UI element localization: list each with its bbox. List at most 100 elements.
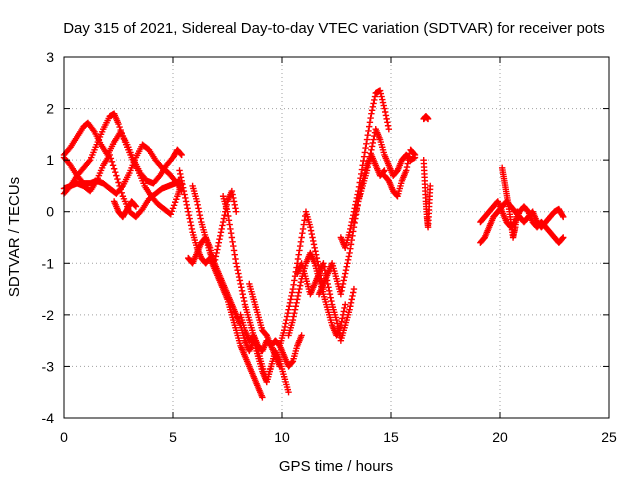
data-point (350, 218, 358, 226)
data-point (325, 284, 332, 291)
data-point (178, 177, 185, 184)
data-point (182, 198, 190, 205)
data-point (170, 202, 178, 209)
x-axis-label: GPS time / hours (279, 458, 393, 475)
data-point (350, 285, 358, 293)
data-point (237, 280, 244, 288)
data-point (310, 237, 317, 245)
data-point (299, 230, 306, 237)
data-point (115, 179, 122, 186)
data-point (236, 277, 244, 284)
data-point (290, 313, 297, 320)
data-point (337, 291, 345, 298)
data-point (225, 212, 232, 220)
data-point (364, 132, 371, 139)
data-point (424, 115, 432, 123)
data-point (196, 211, 204, 219)
data-point (358, 170, 365, 178)
data-point (362, 144, 369, 152)
data-point (230, 247, 238, 254)
data-point (411, 151, 419, 159)
data-point (367, 150, 374, 157)
data-point (132, 202, 139, 209)
data-point (188, 225, 196, 233)
data-point (228, 187, 236, 195)
data-point (195, 205, 202, 212)
data-point (340, 308, 347, 315)
data-point (308, 230, 315, 238)
data-point (179, 181, 186, 188)
data-point (403, 167, 410, 174)
x-tick-label: 10 (274, 429, 290, 445)
data-point (114, 175, 121, 183)
data-point (354, 201, 361, 209)
data-point (229, 191, 236, 198)
data-point (212, 253, 220, 260)
data-point (234, 266, 241, 274)
data-point (211, 260, 218, 267)
data-point (309, 234, 316, 241)
data-point (366, 123, 373, 130)
data-point (342, 270, 349, 277)
y-tick-label: 1 (46, 152, 54, 168)
data-point (118, 129, 125, 137)
data-point (176, 167, 183, 174)
data-point (107, 155, 115, 162)
data-point (117, 186, 124, 193)
data-point (307, 227, 315, 234)
data-point (296, 247, 303, 254)
data-point (230, 194, 237, 202)
x-tick-label: 15 (383, 429, 399, 445)
data-point (383, 115, 390, 123)
data-point (184, 205, 191, 212)
data-point (344, 260, 351, 267)
data-point (197, 215, 204, 222)
data-point (347, 241, 355, 248)
data-point (85, 158, 93, 165)
data-point (219, 218, 227, 226)
data-point (307, 223, 314, 231)
data-point (167, 211, 175, 218)
data-point (300, 221, 307, 228)
data-point (221, 211, 228, 219)
data-point (186, 215, 193, 222)
data-point (346, 249, 353, 257)
data-point (326, 287, 333, 294)
data-point (560, 234, 567, 241)
data-point (116, 182, 123, 190)
data-point (214, 242, 222, 250)
data-point (294, 296, 301, 303)
data-point (214, 246, 221, 253)
data-point (227, 225, 234, 233)
data-point (380, 102, 387, 109)
data-point (296, 285, 303, 293)
data-point (228, 234, 236, 241)
data-point (367, 114, 374, 122)
data-point (180, 187, 188, 195)
data-point (320, 260, 327, 267)
data-point (371, 96, 378, 104)
data-point (233, 260, 240, 267)
data-point (348, 296, 355, 303)
data-point (287, 296, 294, 303)
data-point (216, 236, 223, 243)
data-point (296, 282, 304, 289)
data-point (286, 299, 294, 307)
data-point (187, 222, 195, 229)
data-point (380, 168, 387, 175)
data-point (294, 292, 302, 300)
data-point (224, 208, 231, 215)
data-point (231, 201, 238, 209)
y-axis-label: SDTVAR / TECUs (6, 177, 23, 297)
data-point (385, 126, 393, 133)
data-point (259, 394, 266, 401)
y-tick-label: 3 (46, 49, 54, 65)
data-point (365, 160, 372, 167)
data-point (345, 253, 353, 260)
data-point (290, 281, 297, 288)
data-point (106, 151, 113, 159)
data-point (177, 150, 185, 158)
data-point (182, 194, 189, 202)
data-point (219, 222, 226, 229)
data-point (334, 323, 342, 331)
